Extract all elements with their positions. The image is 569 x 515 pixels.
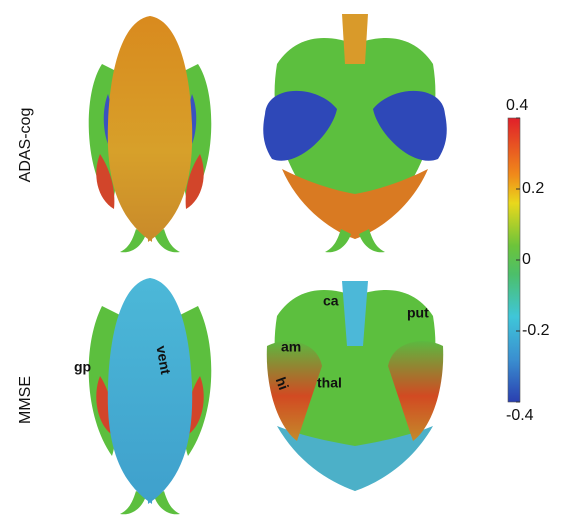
region-label: thal bbox=[317, 375, 342, 391]
region-label: gp bbox=[74, 359, 91, 375]
brain-top-right bbox=[263, 14, 446, 252]
colorbar-tick-label: 0.2 bbox=[522, 180, 544, 197]
colorbar-tick-label: 0 bbox=[522, 251, 531, 268]
row-label: MMSE bbox=[17, 376, 34, 424]
region-label: am bbox=[281, 339, 301, 355]
brain-bottom-right: ca put am hi thal bbox=[267, 281, 443, 491]
brain-bottom-left: gp vent bbox=[74, 278, 211, 514]
colorbar-tick-label: -0.4 bbox=[506, 407, 534, 424]
colorbar-tick-label: -0.2 bbox=[522, 322, 550, 339]
region-label: put bbox=[407, 305, 429, 321]
row-label: ADAS-cog bbox=[17, 108, 34, 183]
figure: ADAS-cog MMSE gp vent bbox=[0, 0, 569, 515]
colorbar-tick-label: 0.4 bbox=[506, 97, 528, 114]
region-label: ca bbox=[323, 293, 339, 309]
brain-top-left bbox=[89, 16, 212, 252]
